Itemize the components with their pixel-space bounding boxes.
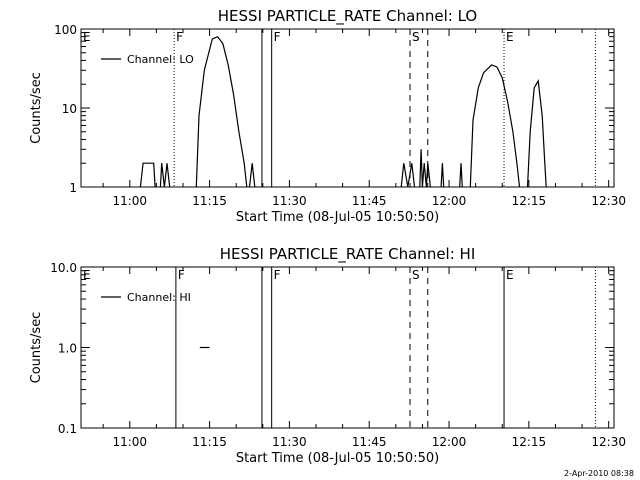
event-marker-label: S — [412, 268, 420, 282]
x-tick-label: 12:30 — [591, 435, 626, 449]
y-tick-label: 0.1 — [58, 422, 77, 436]
data-line — [459, 163, 463, 187]
event-marker-label: F — [274, 268, 281, 282]
data-series-Channel: LO — [139, 35, 547, 187]
data-line — [440, 163, 445, 187]
data-line — [526, 79, 547, 187]
data-line — [400, 163, 416, 187]
x-axis-label: Start Time (08-Jul-05 10:50:50) — [236, 451, 439, 466]
event-marker-label: F — [176, 30, 183, 44]
x-tick-label: 12:30 — [591, 194, 626, 208]
y-axis-label: Counts/sec — [29, 72, 44, 144]
event-marker-label: E — [506, 30, 514, 44]
event-marker-label: E — [83, 268, 91, 282]
x-tick-label: 11:15 — [192, 435, 227, 449]
x-tick-label: 12:15 — [512, 435, 547, 449]
x-tick-label: 11:30 — [272, 194, 307, 208]
y-tick-label: 1 — [69, 181, 77, 195]
y-tick-label: 100 — [54, 23, 77, 37]
x-tick-label: 11:45 — [352, 435, 387, 449]
x-tick-label: 11:45 — [352, 194, 387, 208]
event-marker-label: E — [83, 30, 91, 44]
y-axis-label: Counts/sec — [29, 312, 44, 384]
legend-label: Channel: LO — [127, 53, 194, 66]
data-line — [248, 163, 256, 187]
event-marker-label: F — [274, 30, 281, 44]
x-tick-label: 12:15 — [512, 194, 547, 208]
data-line — [139, 162, 156, 187]
chart-title: HESSI PARTICLE_RATE Channel: LO — [218, 7, 477, 26]
y-tick-label: 10 — [62, 102, 77, 116]
x-tick-label: 12:00 — [432, 194, 467, 208]
event-marker-label: E — [506, 268, 514, 282]
chart-title: HESSI PARTICLE_RATE Channel: HI — [220, 245, 476, 264]
data-line — [469, 64, 521, 187]
plot-timestamp: 2-Apr-2010 08:38 — [564, 469, 634, 478]
event-marker-label: S — [412, 30, 420, 44]
y-tick-label: 1.0 — [58, 342, 77, 356]
data-line — [195, 35, 248, 187]
data-line — [159, 163, 171, 187]
x-tick-label: 12:00 — [432, 435, 467, 449]
legend-label: Channel: HI — [127, 291, 191, 304]
x-axis-label: Start Time (08-Jul-05 10:50:50) — [236, 210, 439, 225]
data-line — [419, 149, 431, 187]
x-tick-label: 11:30 — [272, 435, 307, 449]
x-tick-label: 11:00 — [112, 194, 147, 208]
x-tick-label: 11:15 — [192, 194, 227, 208]
event-marker-label: F — [178, 268, 185, 282]
x-tick-label: 11:00 — [112, 435, 147, 449]
y-tick-label: 10.0 — [50, 261, 77, 275]
